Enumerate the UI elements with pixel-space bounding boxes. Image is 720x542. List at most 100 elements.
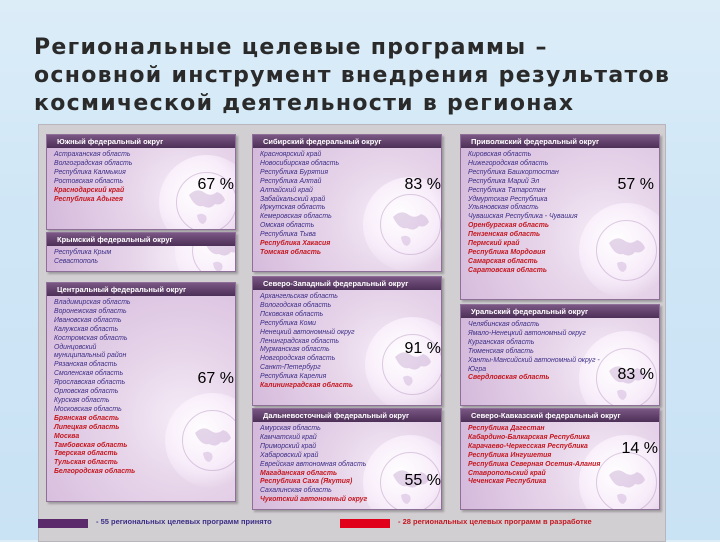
region-item: Республика Северная Осетия-Алания (468, 460, 601, 468)
region-item: Свердловская область (468, 374, 550, 382)
district-title: Северо-Кавказский федеральный округ (461, 409, 659, 422)
legend-swatch-purple (38, 519, 88, 528)
legend-accepted-text: - 55 региональных целевых программ приня… (96, 517, 272, 526)
district-title: Крымский федеральный округ (47, 233, 235, 246)
region-item: Республика Коми (260, 319, 316, 327)
region-item: Амурская область (260, 425, 321, 432)
region-list: Архангельская область Вологодская область… (260, 293, 355, 391)
region-item: Московская область (54, 405, 122, 413)
region-item: Орловская область (54, 388, 119, 396)
globe-icon (159, 155, 235, 229)
region-item: Санкт-Петербург (260, 364, 321, 372)
region-item: Рязанская область (54, 361, 118, 369)
region-item: Волгоградская область (54, 159, 133, 167)
region-item: Владимирская область (54, 299, 131, 306)
region-item: Калининградская область (260, 382, 353, 390)
region-item: Чеченская Республика (468, 478, 547, 486)
globe-icon (579, 203, 659, 298)
region-item: Республика Дагестан (468, 425, 545, 432)
globe-icon (579, 435, 659, 509)
region-item: Еврейская автономная область (260, 460, 367, 468)
legend-swatch-red (340, 519, 390, 528)
region-item: Магаданская область (260, 469, 338, 477)
region-item: Республика Адыгея (54, 195, 123, 203)
region-list: Астраханская область Волгоградская област… (54, 151, 132, 204)
percent-badge: 14 % (621, 440, 658, 457)
region-item: Хабаровский край (260, 451, 319, 459)
region-item: Республика Саха (Якутия) (260, 478, 353, 486)
region-list: Амурская область Камчатский край Приморски… (260, 425, 367, 505)
district-card-siberia: Сибирский федеральный округ Красноярский … (252, 134, 442, 272)
region-item: Иркутская область (260, 204, 326, 212)
region-item: Белгородская область (54, 468, 136, 476)
region-list: Республика Крым Севастополь (54, 249, 111, 267)
region-item: Ивановская область (54, 316, 122, 324)
region-item: Кемеровская область (260, 213, 332, 221)
globe-icon (363, 435, 441, 509)
region-item: Югра (468, 365, 487, 373)
district-title: Сибирский федеральный округ (253, 135, 441, 148)
region-item: Пензенская область (468, 231, 541, 239)
percent-badge: 57 % (617, 176, 654, 193)
region-item: Брянская область (54, 414, 120, 422)
region-item: Кировская область (468, 151, 532, 158)
region-item: Одинцовский (54, 343, 97, 351)
region-item: Москва (54, 432, 80, 440)
region-item: Республика Марий Эл (468, 177, 540, 185)
region-item: муниципальный район (54, 352, 127, 360)
region-item: Сахалинская область (260, 487, 332, 495)
globe-icon (579, 331, 659, 405)
district-card-crimea: Крымский федеральный округ Республика Кры… (46, 232, 236, 272)
district-card-volga: Приволжский федеральный округ Кировская о… (460, 134, 660, 300)
region-item: Республика Бурятия (260, 168, 329, 176)
region-list: Красноярский край Новосибирская область Ре… (260, 151, 339, 258)
region-list: Владимирская область Воронежская область И… (54, 299, 135, 477)
region-item: Тамбовская область (54, 441, 128, 449)
district-card-caucasus: Северо-Кавказский федеральный округ Респу… (460, 408, 660, 510)
region-item: Ярославская область (54, 379, 126, 387)
region-item: Калужская область (54, 325, 119, 333)
region-item: Удмуртская Республика (468, 195, 548, 203)
region-item: Вологодская область (260, 301, 332, 309)
region-item: Кабардино-Балкарская Республика (468, 433, 590, 441)
region-list: Кировская область Нижегородская область Ре… (468, 151, 578, 276)
region-item: Тюменская область (468, 347, 534, 355)
globe-icon (363, 177, 441, 271)
region-item: Приморский край (260, 442, 317, 450)
region-item: Республика Карелия (260, 373, 327, 381)
region-item: Республика Ингушетия (468, 451, 552, 459)
globe-icon (165, 393, 235, 488)
region-item: Новосибирская область (260, 159, 340, 167)
region-item: Севастополь (54, 257, 99, 265)
region-item: Карачаево-Черкесская Республика (468, 442, 588, 450)
region-item: Республика Мордовия (468, 248, 546, 256)
region-item: Саратовская область (468, 266, 548, 274)
region-item: Омская область (260, 222, 315, 230)
region-item: Чукотский автономный округ (260, 496, 368, 504)
globe-icon (365, 317, 441, 405)
region-item: Ханты-Мансийский автономный округ - (468, 356, 600, 364)
region-item: Костромская область (54, 334, 128, 342)
region-item: Ульяновская область (468, 204, 539, 212)
region-item: Тульская область (54, 459, 119, 467)
region-item: Камчатский край (260, 433, 317, 441)
district-title: Центральный федеральный округ (47, 283, 235, 296)
region-item: Республика Алтай (260, 177, 322, 185)
percent-badge: 67 % (197, 370, 234, 387)
region-item: Смоленская область (54, 370, 124, 378)
region-item: Ямало-Ненецкий автономный округ (468, 329, 586, 337)
region-item: Красноярский край (260, 151, 322, 158)
percent-badge: 91 % (404, 340, 441, 357)
region-item: Челябинская область (468, 321, 540, 328)
region-item: Республика Хакасия (260, 240, 331, 248)
region-item: Чувашская Республика - Чувашия (468, 213, 578, 221)
district-card-fareast: Дальневосточный федеральный округ Амурска… (252, 408, 442, 510)
region-item: Мурманская область (260, 346, 330, 354)
region-list: Челябинская область Ямало-Ненецкий автоно… (468, 321, 600, 383)
region-item: Архангельская область (260, 293, 338, 300)
district-title: Южный федеральный округ (47, 135, 235, 148)
legend-development-text: - 28 региональных целевых программ в раз… (398, 517, 592, 526)
district-card-northwest: Северо-Западный федеральный округ Арханге… (252, 276, 442, 406)
district-card-central: Центральный федеральный округ Владимирска… (46, 282, 236, 502)
region-item: Липецкая область (54, 423, 120, 431)
